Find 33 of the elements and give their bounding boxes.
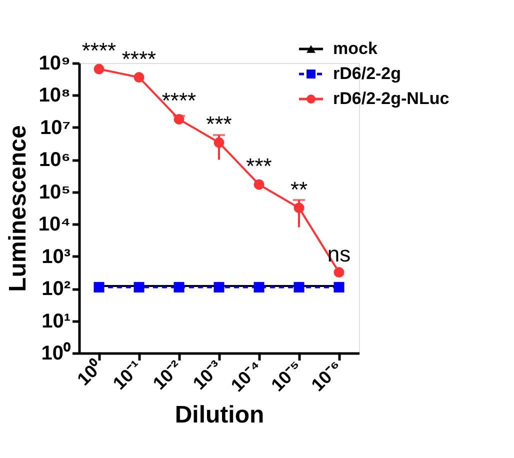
y-tick-label: 10⁹ xyxy=(38,52,70,74)
x-tick-label: 10⁻⁴ xyxy=(227,356,266,396)
y-tick-label: 10⁵ xyxy=(38,181,70,204)
x-tick-label: 10⁻⁶ xyxy=(307,356,346,396)
x-tick-label: 10⁻³ xyxy=(189,356,226,394)
point xyxy=(134,72,144,83)
y-tick-label: 10¹ xyxy=(42,310,71,332)
x-tick-label: 10⁻² xyxy=(149,356,186,394)
annotation: **** xyxy=(162,88,197,114)
point xyxy=(254,179,264,190)
y-tick-label: 10⁶ xyxy=(39,149,70,172)
annotation: **** xyxy=(82,38,117,64)
annotation: *** xyxy=(206,112,232,137)
annotation: ** xyxy=(290,176,308,202)
y-tick-label: 10⁸ xyxy=(38,84,70,107)
y-tick-label: 10⁷ xyxy=(40,116,70,139)
legend-label: rD6/2-2g-NLuc xyxy=(333,89,450,108)
legend-label: rD6/2-2g xyxy=(333,64,402,83)
annotation: *** xyxy=(246,153,272,178)
y-tick-label: 10³ xyxy=(42,246,71,268)
x-tick-label: 10⁰ xyxy=(73,356,107,390)
y-tick-label: 10⁰ xyxy=(41,342,70,364)
point xyxy=(94,64,104,74)
annotation: **** xyxy=(122,46,157,72)
y-tick-label: 10⁴ xyxy=(38,214,70,236)
y-axis-title: Luminescence xyxy=(4,125,32,292)
legend-label: mock xyxy=(333,39,378,58)
y-tick-label: 10² xyxy=(42,278,71,300)
x-tick-label: 10⁻⁵ xyxy=(267,356,306,396)
x-axis-title: Dilution xyxy=(174,402,264,429)
x-tick-label: 10⁻¹ xyxy=(109,356,146,394)
annotation: ns xyxy=(327,241,351,266)
point xyxy=(334,267,344,278)
